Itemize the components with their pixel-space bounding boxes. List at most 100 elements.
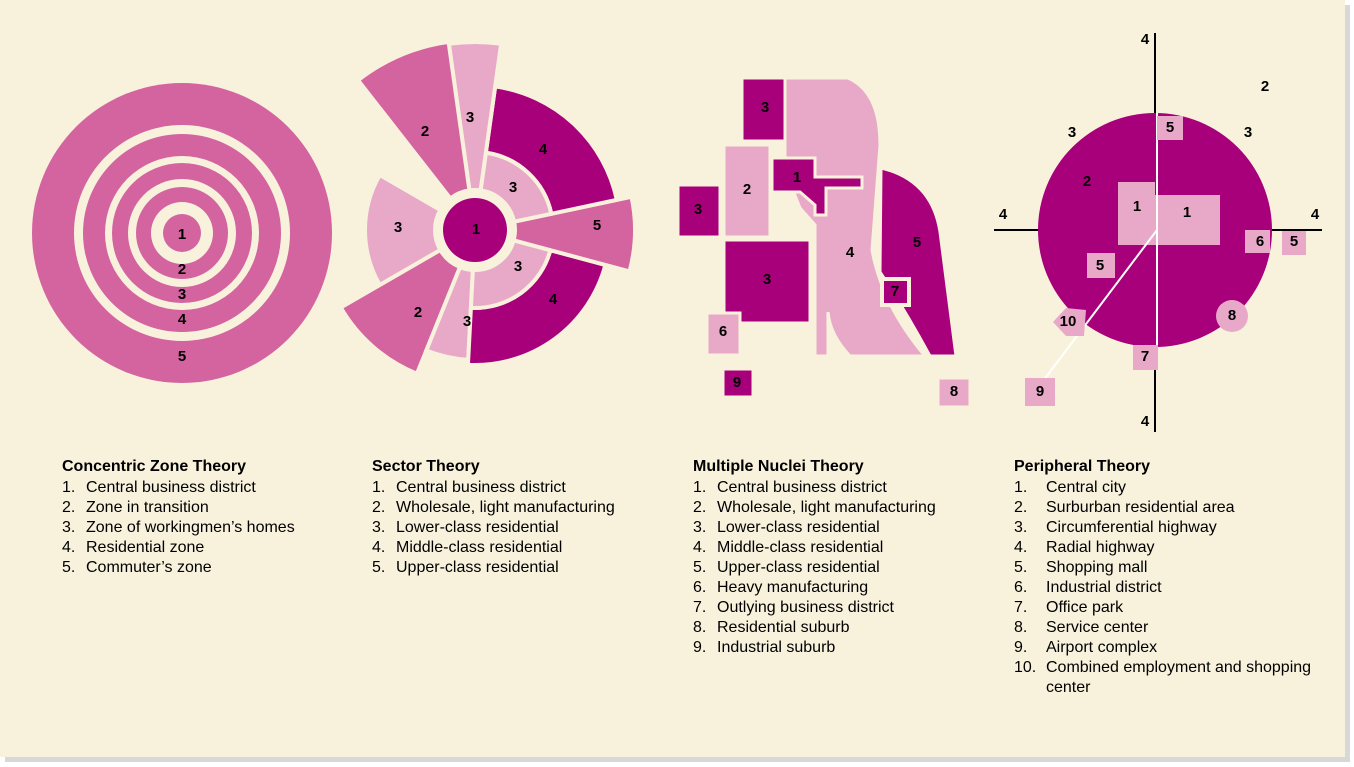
zone-label: 1 <box>1133 198 1141 215</box>
legend-number: 5. <box>693 559 707 576</box>
zone-label: 2 <box>743 181 751 198</box>
legend-item: 9. Industrial suburb <box>693 638 955 658</box>
zone-label: 4 <box>1311 206 1320 223</box>
zone-label: 5 <box>913 234 921 251</box>
legend-text: Central city <box>1046 479 1127 496</box>
legend-text: Outlying business district <box>717 599 894 616</box>
legend-item: 6. Heavy manufacturing <box>693 578 955 598</box>
zone-label: 3 <box>694 201 702 218</box>
legend-item: 4. Radial highway <box>1014 538 1314 558</box>
legend-item: 7. Outlying business district <box>693 598 955 618</box>
legend-text: Lower-class residential <box>396 519 559 536</box>
zone-label: 4 <box>999 206 1008 223</box>
legend-text: Industrial suburb <box>717 639 836 656</box>
legend-title: Concentric Zone Theory <box>62 458 247 475</box>
sector <box>355 39 472 202</box>
zone-label: 5 <box>178 348 186 365</box>
legend-item: 4. Middle-class residential <box>693 538 955 558</box>
legend-item: 7. Office park <box>1014 598 1314 618</box>
legend-text: Zone in transition <box>86 499 209 516</box>
legend-number: 6. <box>1014 579 1028 596</box>
legend-item: 2. Zone in transition <box>62 498 307 518</box>
legend-number: 3. <box>372 519 386 536</box>
zone-label: 4 <box>1141 31 1150 48</box>
legend-text: Radial highway <box>1046 539 1155 556</box>
legend-text: Industrial district <box>1046 579 1162 596</box>
legend-text: Upper-class residential <box>717 559 880 576</box>
legend-number: 4. <box>372 539 386 556</box>
zone-label: 3 <box>394 219 402 236</box>
legend-text: Heavy manufacturing <box>717 579 869 596</box>
zone-label: 3 <box>1068 124 1076 141</box>
legend-item: 2. Wholesale, light manufacturing <box>372 498 634 518</box>
legend-text: Upper-class residential <box>396 559 559 576</box>
legend-item: 8. Service center <box>1014 618 1314 638</box>
zone-label: 5 <box>1166 119 1174 136</box>
center <box>443 198 507 262</box>
legend-text: Central business district <box>717 479 887 496</box>
legend-item: 8. Residential suburb <box>693 618 955 638</box>
sector-diagram <box>338 39 637 377</box>
legend-number: 1. <box>693 479 707 496</box>
legend-number: 4. <box>693 539 707 556</box>
legend-item: 9. Airport complex <box>1014 638 1314 658</box>
legend-item: 3. Zone of workingmen’s homes <box>62 518 307 538</box>
peripheral-diagram <box>994 33 1322 432</box>
zone-label: 7 <box>1141 348 1149 365</box>
legend-title: Peripheral Theory <box>1014 458 1151 475</box>
zone-label: 4 <box>539 141 548 158</box>
legend-number: 7. <box>1014 599 1028 616</box>
legend-item: 4. Middle-class residential <box>372 538 634 558</box>
legend-item: 5. Shopping mall <box>1014 558 1314 578</box>
legend-number: 10. <box>1014 659 1037 676</box>
legend-title: Multiple Nuclei Theory <box>693 458 864 475</box>
legend-number: 8. <box>693 619 707 636</box>
legend-item: 1. Central city <box>1014 478 1314 498</box>
legend-number: 5. <box>372 559 386 576</box>
zone-label: 3 <box>178 286 186 303</box>
concentric-diagram <box>32 83 332 383</box>
zone-label: 1 <box>1183 204 1191 221</box>
legend-text: Combined employment and shopping center <box>1046 659 1312 696</box>
zone-label: 6 <box>719 323 727 340</box>
zone-label: 2 <box>1083 173 1091 190</box>
legend: Concentric Zone Theory 1. Central business… <box>62 457 307 578</box>
zone-label: 3 <box>1244 124 1252 141</box>
legend-number: 8. <box>1014 619 1028 636</box>
legend-number: 2. <box>1014 499 1028 516</box>
legend-text: Central business district <box>86 479 256 496</box>
legend-item: 3. Circumferential highway <box>1014 518 1314 538</box>
legend-number: 4. <box>1014 539 1028 556</box>
legend-text: Zone of workingmen’s homes <box>86 519 295 536</box>
legend-number: 2. <box>693 499 707 516</box>
zone-label: 8 <box>950 383 958 400</box>
legend-number: 3. <box>62 519 76 536</box>
zone-label: 2 <box>1261 78 1269 95</box>
legend-number: 7. <box>693 599 707 616</box>
legend-item: 1. Central business district <box>693 478 955 498</box>
legend-text: Office park <box>1046 599 1124 616</box>
legend-item: 10. Combined employment and shopping cent… <box>1014 658 1314 698</box>
legend-item: 6. Industrial district <box>1014 578 1314 598</box>
zone-label: 8 <box>1228 307 1236 324</box>
zone-label: 3 <box>514 258 522 275</box>
legend-text: Residential suburb <box>717 619 850 636</box>
legend-item: 3. Lower-class residential <box>693 518 955 538</box>
zone-label: 9 <box>1036 383 1044 400</box>
legend-text: Circumferential highway <box>1046 519 1217 536</box>
legend-number: 2. <box>62 499 76 516</box>
legend-item: 5. Commuter’s zone <box>62 558 307 578</box>
zone-label: 2 <box>421 123 429 140</box>
zone-label: 9 <box>733 374 741 391</box>
legend-text: Middle-class residential <box>717 539 884 556</box>
legend-number: 5. <box>62 559 76 576</box>
legend-number: 6. <box>693 579 707 596</box>
legend-text: Wholesale, light manufacturing <box>717 499 936 516</box>
legend-number: 4. <box>62 539 76 556</box>
legend-number: 3. <box>1014 519 1028 536</box>
legend-text: Lower-class residential <box>717 519 880 536</box>
legend-item: 2. Wholesale, light manufacturing <box>693 498 955 518</box>
zone-label: 1 <box>793 169 801 186</box>
